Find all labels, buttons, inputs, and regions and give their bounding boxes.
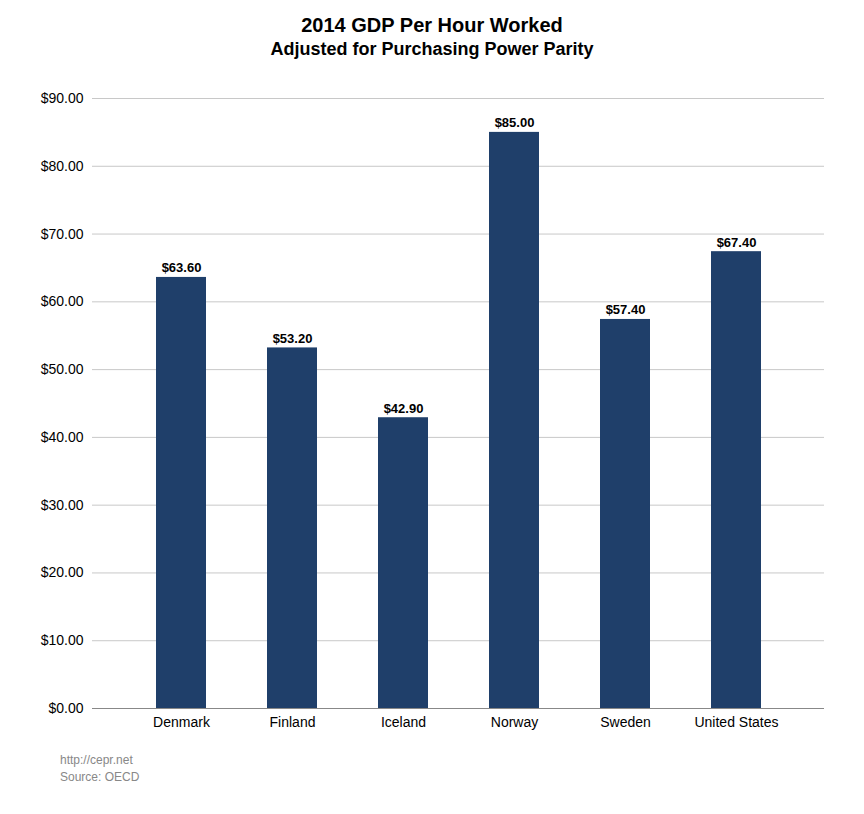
svg-text:$10.00: $10.00 — [41, 632, 84, 648]
svg-text:Finland: Finland — [270, 714, 316, 730]
svg-text:$57.40: $57.40 — [606, 302, 646, 317]
svg-text:Denmark: Denmark — [153, 714, 211, 730]
svg-text:$63.60: $63.60 — [162, 260, 202, 275]
svg-text:$90.00: $90.00 — [41, 90, 84, 106]
svg-text:$50.00: $50.00 — [41, 361, 84, 377]
svg-text:Iceland: Iceland — [381, 714, 426, 730]
svg-text:Sweden: Sweden — [600, 714, 651, 730]
svg-text:$60.00: $60.00 — [41, 293, 84, 309]
svg-text:$53.20: $53.20 — [273, 331, 313, 346]
svg-text:$42.90: $42.90 — [384, 401, 424, 416]
html-text:Source: OECD: Source: OECD — [60, 769, 140, 784]
svg-text:$20.00: $20.00 — [41, 564, 84, 580]
svg-text:$80.00: $80.00 — [41, 158, 84, 174]
svg-text:$40.00: $40.00 — [41, 429, 84, 445]
svg-text:$85.00: $85.00 — [495, 115, 535, 130]
svg-text:$0.00: $0.00 — [48, 700, 83, 716]
svg-text:$67.40: $67.40 — [717, 235, 757, 250]
svg-text:United States: United States — [694, 714, 778, 730]
html-text:http://cepr.net: http://cepr.net — [60, 753, 133, 767]
html-text:2014 GDP Per Hour Worked: 2014 GDP Per Hour Worked — [301, 14, 563, 36]
html-text:Adjusted for Purchasing Power: Adjusted for Purchasing Power Parity — [270, 39, 594, 59]
svg-text:$70.00: $70.00 — [41, 226, 84, 242]
svg-text:$30.00: $30.00 — [41, 497, 84, 513]
svg-text:Norway: Norway — [491, 714, 538, 730]
